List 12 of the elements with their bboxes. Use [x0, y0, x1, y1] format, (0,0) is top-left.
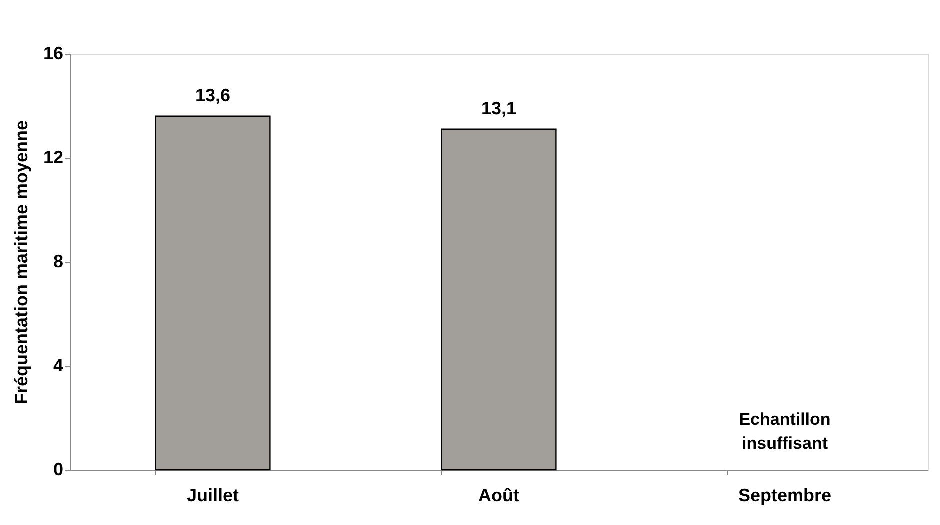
y-tick-label: 0	[53, 460, 64, 480]
x-tick-label: Juillet	[186, 486, 240, 506]
y-tick-label: 12	[43, 148, 64, 168]
x-tick-label: Septembre	[738, 486, 832, 506]
data-label: 13,6	[195, 85, 231, 106]
data-label: 13,1	[481, 98, 517, 118]
annotation: Echantillon insuffisant	[739, 410, 831, 453]
y-axis-title: Fréquentation maritime moyenne	[11, 120, 32, 405]
x-tick-label: Août	[478, 486, 520, 506]
y-tick-label: 8	[53, 252, 64, 272]
y-tick-label: 4	[53, 356, 64, 376]
y-tick-label: 16	[43, 44, 64, 64]
